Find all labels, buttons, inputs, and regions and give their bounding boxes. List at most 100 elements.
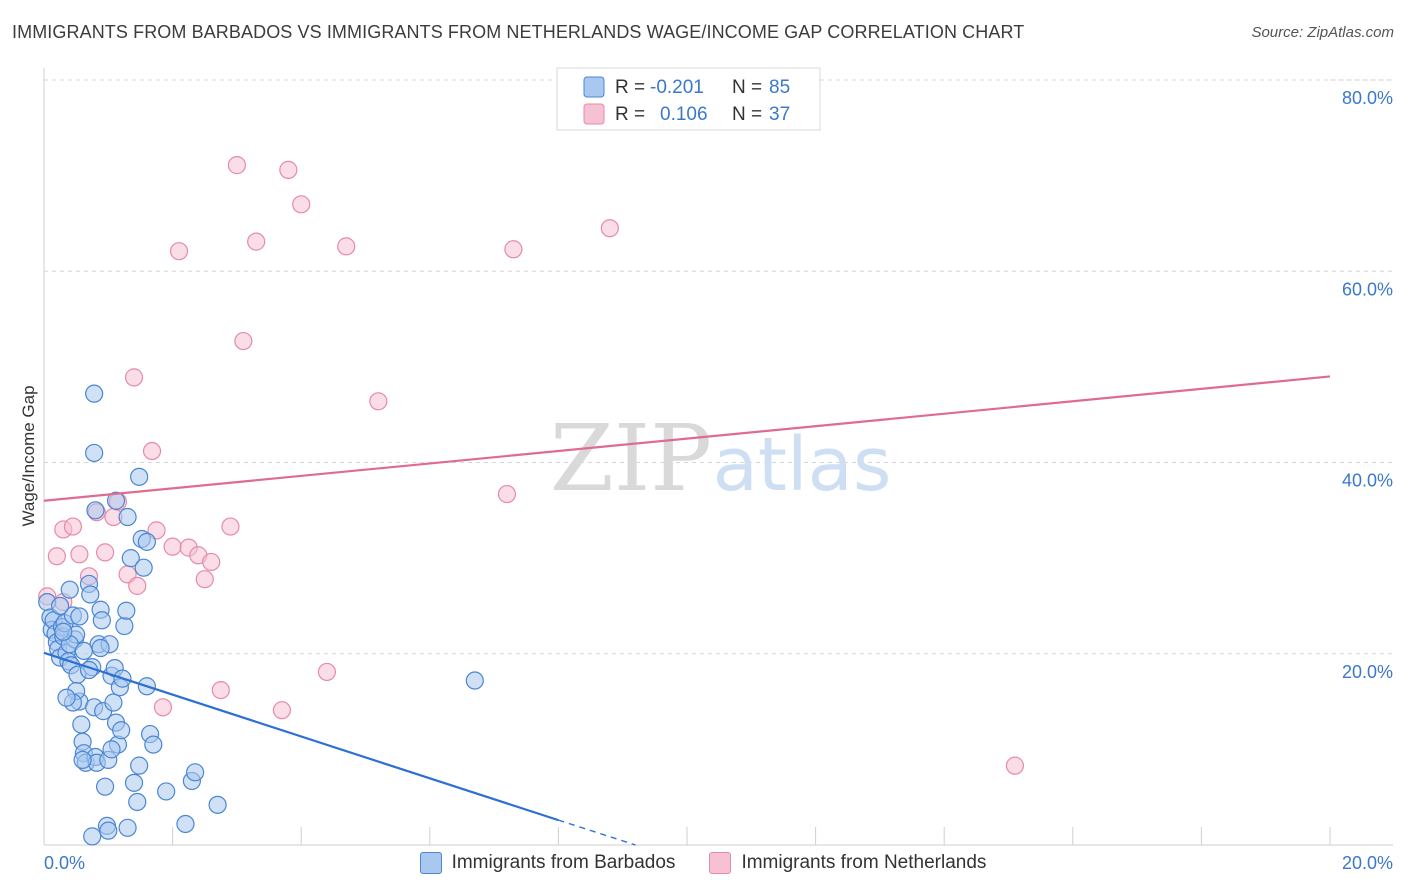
barbados-point-72 — [130, 467, 149, 486]
watermark-zip: ZIP — [550, 405, 712, 512]
barbados-point-74 — [57, 688, 76, 707]
netherlands-point-16 — [153, 698, 173, 717]
legend-swatch-barbados — [419, 852, 442, 874]
legend-r-value-barbados: -0.201 — [650, 77, 704, 98]
barbados-point-67 — [208, 795, 227, 814]
netherlands-point-33 — [369, 392, 388, 411]
netherlands-point-14 — [142, 441, 162, 461]
barbados-point-49 — [115, 616, 134, 636]
legend-item-barbados: Immigrants from Barbados — [419, 852, 676, 874]
legend-n-label-netherlands: N = — [732, 104, 762, 125]
legend-item-netherlands: Immigrants from Netherlands — [709, 852, 986, 874]
barbados-point-50 — [117, 601, 136, 620]
barbados-point-79 — [70, 607, 89, 626]
netherlands-point-36 — [600, 219, 619, 238]
barbados-point-53 — [121, 549, 140, 568]
chart-title: IMMIGRANTS FROM BARBADOS VS IMMIGRANTS F… — [12, 22, 1025, 42]
barbados-point-64 — [176, 814, 195, 834]
barbados-point-70 — [85, 443, 104, 463]
barbados-point-73 — [465, 671, 484, 690]
barbados-point-52 — [118, 507, 137, 527]
netherlands-point-18 — [169, 242, 189, 261]
legend-r-value-netherlands: 0.106 — [660, 104, 708, 125]
netherlands-point-25 — [227, 156, 246, 175]
legend-swatch-netherlands — [709, 852, 732, 874]
barbados-point-38 — [99, 821, 118, 840]
barbados-point-39 — [83, 827, 102, 846]
legend-r-label-netherlands: R = — [615, 104, 645, 125]
netherlands-point-37 — [1005, 756, 1025, 775]
netherlands-point-23 — [211, 680, 230, 700]
legend-n-value-barbados: 85 — [769, 77, 790, 98]
y-tick-label-0: 20.0% — [1342, 662, 1393, 682]
barbados-point-27 — [81, 585, 100, 604]
barbados-point-47 — [112, 721, 131, 740]
source-label: Source: ZipAtlas.com — [1251, 24, 1394, 41]
legend-r-label-barbados: R = — [615, 77, 645, 98]
barbados-point-83 — [73, 750, 92, 769]
barbados-point-13 — [60, 580, 79, 599]
netherlands-point-13 — [124, 368, 144, 387]
netherlands-point-8 — [95, 543, 115, 562]
y-tick-label-1: 40.0% — [1342, 471, 1393, 491]
grid — [44, 79, 1393, 655]
legend-n-value-netherlands: 37 — [769, 104, 790, 125]
netherlands-point-12 — [128, 576, 147, 595]
barbados-point-76 — [54, 622, 73, 641]
netherlands-point-27 — [247, 232, 266, 251]
barbados-point-59 — [137, 532, 156, 551]
barbados-point-51 — [118, 818, 137, 837]
barbados-point-55 — [128, 792, 147, 812]
y-tick-label-3: 80.0% — [1342, 88, 1393, 108]
netherlands-point-29 — [279, 160, 298, 179]
barbados-point-69 — [106, 491, 126, 510]
netherlands-point-28 — [272, 701, 292, 720]
barbados-point-82 — [91, 638, 110, 658]
barbados-point-54 — [124, 773, 144, 792]
watermark-atlas: atlas — [713, 422, 892, 508]
barbados-point-62 — [144, 735, 163, 754]
barbados-point-71 — [85, 384, 104, 403]
barbados-point-78 — [74, 641, 93, 660]
barbados-point-34 — [92, 611, 111, 630]
legend-n-label-barbados: N = — [732, 77, 762, 98]
netherlands-point-17 — [163, 537, 182, 556]
barbados-point-36 — [95, 777, 115, 796]
legend-label-netherlands: Immigrants from Netherlands — [741, 852, 987, 873]
axes — [43, 68, 1393, 846]
legend-label-barbados: Immigrants from Barbados — [451, 852, 676, 873]
legend-swatch-barbados — [583, 76, 605, 98]
netherlands-point-31 — [317, 662, 337, 682]
barbados-point-63 — [157, 782, 176, 801]
stats-legend: R = -0.201 N = 85 R = 0.106 N = 37 — [556, 67, 821, 131]
x-tick-label-0: 0.0% — [44, 853, 85, 873]
netherlands-point-34 — [497, 484, 517, 504]
barbados-point-68 — [86, 501, 105, 520]
barbados-trend-extension — [558, 819, 636, 846]
netherlands-point-35 — [504, 240, 523, 259]
netherlands-point-21 — [195, 570, 214, 589]
bottom-legend: Immigrants from Barbados Immigrants from… — [0, 852, 1406, 874]
barbados-point-42 — [104, 693, 123, 712]
barbados-point-20 — [72, 715, 91, 734]
netherlands-point-24 — [221, 517, 240, 536]
barbados-point-77 — [50, 596, 70, 616]
netherlands-point-30 — [292, 195, 311, 214]
netherlands-point-26 — [234, 331, 253, 351]
netherlands-point-32 — [337, 237, 356, 256]
x-tick-label-1: 20.0% — [1342, 853, 1393, 873]
netherlands-point-5 — [70, 545, 89, 564]
barbados-point-66 — [186, 763, 205, 782]
barbados-trend-line — [43, 651, 559, 822]
watermark: ZIP atlas — [550, 405, 892, 512]
trend-lines — [43, 375, 1331, 846]
y-tick-label-2: 60.0% — [1342, 279, 1393, 299]
legend-swatch-netherlands — [583, 103, 605, 125]
y-axis-label: Wage/Income Gap — [19, 385, 38, 526]
netherlands-point-22 — [202, 552, 221, 572]
barbados-point-56 — [130, 756, 149, 775]
barbados-point-58 — [134, 558, 153, 577]
tick-labels: 20.0% 40.0% 60.0% 80.0% 0.0% 20.0% — [44, 88, 1393, 873]
netherlands-point-1 — [47, 547, 66, 566]
